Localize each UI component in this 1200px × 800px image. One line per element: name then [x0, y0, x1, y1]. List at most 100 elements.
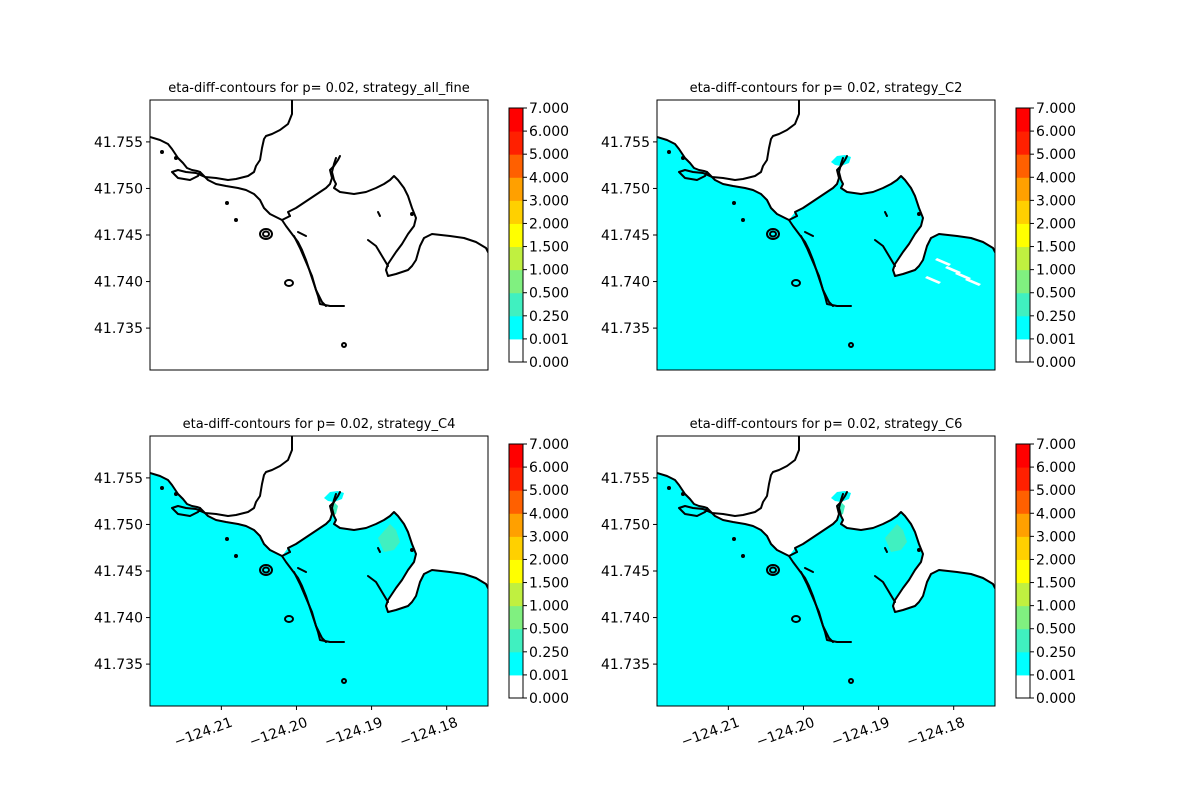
- colorbar-label: 0.500: [529, 286, 569, 302]
- chart-panel-1: eta-diff-contours for p= 0.02, strategy_…: [94, 81, 569, 371]
- colorbar-label: 7.000: [529, 101, 569, 117]
- colorbar-segment: [509, 536, 523, 560]
- panel-title: eta-diff-contours for p= 0.02, strategy_…: [690, 417, 963, 432]
- colorbar-segment: [509, 154, 523, 178]
- colorbar-segment: [1016, 628, 1030, 653]
- colorbar-segment: [1016, 131, 1030, 155]
- colorbar-label: 5.000: [1036, 147, 1076, 163]
- teal-patch: [378, 524, 400, 552]
- ytick-label: 41.745: [601, 564, 650, 580]
- colorbar-label: 1.000: [1036, 263, 1076, 279]
- colorbar-label: 0.001: [1036, 332, 1076, 348]
- ytick-label: 41.750: [94, 181, 143, 197]
- colorbar-segment: [509, 223, 523, 248]
- ytick-label: 41.755: [94, 135, 143, 151]
- colorbar-label: 3.000: [1036, 529, 1076, 545]
- ytick-label: 41.750: [94, 517, 143, 533]
- colorbar-label: 7.000: [529, 437, 569, 453]
- ytick-label: 41.750: [601, 517, 650, 533]
- ytick-label: 41.740: [94, 611, 143, 627]
- colorbar-label: 2.000: [1036, 216, 1076, 232]
- ytick-label: 41.745: [94, 228, 143, 244]
- ytick-label: 41.745: [94, 564, 143, 580]
- colorbar-label: 1.000: [529, 263, 569, 279]
- colorbar-frame: [1015, 107, 1031, 363]
- colorbar-segment: [1016, 467, 1030, 491]
- panel-title: eta-diff-contours for p= 0.02, strategy_…: [183, 417, 456, 432]
- colorbar-segment: [1016, 605, 1030, 630]
- ytick-label: 41.740: [601, 275, 650, 291]
- colorbar-segment: [509, 108, 523, 132]
- white-streak: [925, 276, 941, 284]
- plot-area: [657, 100, 995, 370]
- colorbar-frame: [508, 107, 524, 363]
- colorbar-label: 0.250: [1036, 645, 1076, 661]
- colorbar-label: 5.000: [529, 483, 569, 499]
- ytick-label: 41.735: [94, 657, 143, 673]
- colorbar-label: 1.500: [1036, 240, 1076, 256]
- ytick-label: 41.745: [601, 228, 650, 244]
- colorbar-segment: [1016, 200, 1030, 224]
- colorbar-segment: [1016, 513, 1030, 537]
- white-streak: [935, 258, 951, 266]
- panel-title: eta-diff-contours for p= 0.02, strategy_…: [690, 81, 963, 96]
- coastline: [150, 100, 488, 348]
- ytick-label: 41.740: [94, 275, 143, 291]
- ytick-label: 41.740: [601, 611, 650, 627]
- colorbar-segment: [1016, 246, 1030, 271]
- colorbar-segment: [509, 246, 523, 271]
- ytick-label: 41.750: [601, 181, 650, 197]
- colorbar-segment: [509, 338, 523, 363]
- colorbar-label: 6.000: [529, 460, 569, 476]
- colorbar-label: 0.000: [529, 355, 569, 371]
- xtick-label: −124.19: [829, 715, 892, 751]
- chart-panel-4: eta-diff-contours for p= 0.02, strategy_…: [601, 417, 1076, 751]
- colorbar-label: 0.000: [529, 691, 569, 707]
- colorbar-label: 4.000: [529, 170, 569, 186]
- colorbar-label: 0.001: [1036, 668, 1076, 684]
- colorbar-segment: [1016, 315, 1030, 340]
- colorbar-label: 2.000: [529, 216, 569, 232]
- colorbar-segment: [509, 269, 523, 294]
- colorbar-label: 3.000: [529, 529, 569, 545]
- panel-title: eta-diff-contours for p= 0.02, strategy_…: [168, 81, 469, 96]
- colorbar-segment: [1016, 490, 1030, 514]
- white-streak: [965, 278, 981, 286]
- colorbar-frame: [508, 443, 524, 699]
- chart-panel-3: eta-diff-contours for p= 0.02, strategy_…: [94, 417, 569, 751]
- ytick-label: 41.755: [601, 471, 650, 487]
- colorbar-segment: [509, 559, 523, 584]
- xtick-label: −124.18: [905, 715, 968, 751]
- colorbar-label: 5.000: [529, 147, 569, 163]
- xtick-label: −124.21: [679, 715, 742, 751]
- colorbar-segment: [1016, 154, 1030, 178]
- water-fill: [150, 473, 488, 706]
- colorbar-label: 1.500: [529, 576, 569, 592]
- colorbar-label: 0.500: [1036, 622, 1076, 638]
- colorbar-segment: [509, 177, 523, 201]
- colorbar-segment: [1016, 108, 1030, 132]
- water-fill: [657, 473, 995, 706]
- colorbar-segment: [1016, 674, 1030, 699]
- colorbar-label: 0.001: [529, 332, 569, 348]
- xtick-label: −124.21: [172, 715, 235, 751]
- colorbar-segment: [509, 628, 523, 653]
- colorbar-label: 0.250: [529, 645, 569, 661]
- colorbar-segment: [509, 513, 523, 537]
- colorbar-label: 0.000: [1036, 691, 1076, 707]
- colorbar-label: 0.250: [529, 309, 569, 325]
- chart-panel-2: eta-diff-contours for p= 0.02, strategy_…: [601, 81, 1076, 371]
- plot-area: [657, 436, 995, 706]
- colorbar-label: 7.000: [1036, 437, 1076, 453]
- colorbar-segment: [1016, 444, 1030, 468]
- colorbar-label: 6.000: [1036, 124, 1076, 140]
- colorbar-label: 1.500: [1036, 576, 1076, 592]
- colorbar-segment: [1016, 582, 1030, 607]
- colorbar-label: 4.000: [1036, 506, 1076, 522]
- colorbar-frame: [1015, 443, 1031, 699]
- ytick-label: 41.735: [601, 657, 650, 673]
- colorbar-segment: [509, 200, 523, 224]
- xtick-label: −124.20: [754, 715, 817, 751]
- xtick-label: −124.19: [322, 715, 385, 751]
- colorbar-label: 4.000: [1036, 170, 1076, 186]
